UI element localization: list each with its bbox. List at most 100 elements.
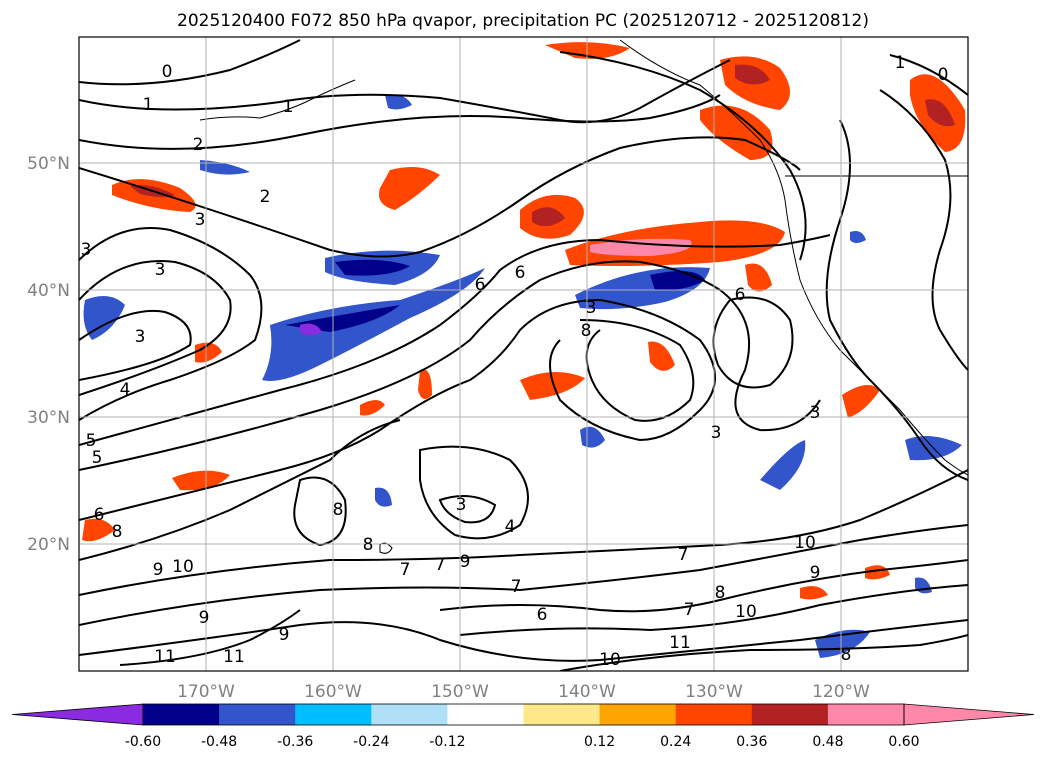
contour-line bbox=[439, 559, 968, 613]
contour-label: 1 bbox=[143, 95, 154, 115]
lat-axis: 50°N 40°N 30°N 20°N bbox=[27, 154, 70, 555]
precip-negative-area bbox=[385, 94, 412, 110]
contour-line bbox=[559, 634, 968, 671]
colorbar-cells bbox=[11, 703, 1035, 726]
precip-positive-area bbox=[925, 99, 955, 127]
contour-label: 3 bbox=[195, 210, 206, 230]
qvapor-contours bbox=[79, 39, 968, 671]
contour-line bbox=[79, 59, 731, 124]
precip-positive-area bbox=[520, 371, 585, 400]
precip-negative-area bbox=[335, 259, 410, 276]
lon-axis: 170°W 160°W 150°W 140°W 130°W 120°W bbox=[177, 682, 870, 702]
contour-line bbox=[79, 136, 801, 258]
contour-label: 4 bbox=[505, 517, 516, 537]
precip-positive-area bbox=[379, 166, 440, 210]
contour-label: 5 bbox=[86, 431, 97, 451]
contour-label: 7 bbox=[400, 560, 411, 580]
contour-label: 10 bbox=[735, 602, 757, 622]
contour-line bbox=[79, 309, 192, 381]
precip-negative-area bbox=[83, 296, 125, 340]
contour-label: 7 bbox=[511, 577, 522, 597]
contour-line bbox=[119, 609, 301, 666]
precip-positive-area bbox=[590, 238, 692, 256]
contour-label: 7 bbox=[684, 600, 695, 620]
contour-line bbox=[889, 54, 968, 96]
precip-negative-area bbox=[300, 323, 322, 335]
contour-label: 1 bbox=[283, 97, 294, 117]
colorbar-cell bbox=[295, 704, 372, 725]
lon-tick-label: 170°W bbox=[177, 682, 235, 702]
precip-negative-area bbox=[200, 160, 250, 175]
contour-label: 0 bbox=[162, 62, 173, 82]
contour-line bbox=[79, 469, 968, 596]
contour-label: 3 bbox=[155, 260, 166, 280]
lat-tick-label: 20°N bbox=[27, 535, 70, 555]
contour-line bbox=[459, 584, 968, 636]
colorbar-extend-high bbox=[903, 703, 1035, 726]
contour-label: 11 bbox=[154, 647, 176, 667]
precip-positive-area bbox=[82, 518, 115, 542]
precip-positive-area bbox=[745, 263, 772, 292]
precip-negative-area bbox=[760, 440, 806, 490]
contour-label: 9 bbox=[460, 552, 471, 572]
contour-label: 10 bbox=[172, 557, 194, 577]
precip-positive-area bbox=[735, 64, 770, 85]
contour-label: 9 bbox=[279, 625, 290, 645]
contour-line bbox=[879, 89, 968, 371]
precip-positive-area bbox=[532, 207, 565, 227]
colorbar-tick-label: -0.24 bbox=[353, 734, 389, 750]
precip-positive-area bbox=[418, 369, 432, 399]
precip-positive-area bbox=[360, 400, 385, 416]
lon-tick-label: 120°W bbox=[812, 682, 870, 702]
colorbar-outline bbox=[142, 703, 905, 726]
contour-line bbox=[559, 51, 807, 261]
gridlines bbox=[79, 37, 968, 671]
contour-label: 3 bbox=[81, 240, 92, 260]
contour-label: 10 bbox=[599, 650, 621, 670]
colorbar-tick-label: -0.12 bbox=[429, 734, 465, 750]
contour-label: 8 bbox=[112, 522, 123, 542]
contour-line bbox=[293, 476, 347, 547]
map-frame bbox=[78, 36, 969, 672]
contour-line bbox=[79, 39, 301, 86]
contour-line bbox=[419, 445, 529, 540]
contour-line bbox=[79, 227, 263, 421]
contour-line bbox=[79, 524, 968, 626]
contour-label: 8 bbox=[715, 583, 726, 603]
lat-tick-label: 50°N bbox=[27, 154, 70, 174]
colorbar-cell bbox=[675, 704, 753, 725]
colorbar-cell bbox=[371, 704, 448, 725]
contour-line bbox=[79, 419, 401, 561]
contour-label: 7 bbox=[678, 545, 689, 565]
contour-line bbox=[79, 234, 831, 446]
colorbar-tick-label: 0.12 bbox=[584, 734, 615, 750]
precip-positive-area bbox=[172, 470, 230, 491]
contour-label: 7 bbox=[435, 555, 446, 575]
contour-label: 3 bbox=[586, 298, 597, 318]
precip-positive-area bbox=[842, 385, 880, 418]
contour-label: 9 bbox=[153, 560, 164, 580]
contour-label: 2 bbox=[260, 187, 271, 207]
colorbar-tick-label: 0.48 bbox=[812, 734, 843, 750]
lon-tick-label: 140°W bbox=[558, 682, 616, 702]
contour-label: 4 bbox=[120, 380, 131, 400]
contour-label: 8 bbox=[363, 535, 374, 555]
precip-shading bbox=[82, 42, 966, 658]
contour-label: 9 bbox=[199, 608, 210, 628]
colorbar-ticks: -0.60 -0.48 -0.36 -0.24 -0.12 0.12 0.24 0.36 0.4… bbox=[125, 734, 920, 750]
colorbar-cell bbox=[751, 704, 829, 725]
precip-negative-area bbox=[375, 487, 392, 507]
lon-tick-label: 130°W bbox=[685, 682, 743, 702]
colorbar-tick-label: -0.36 bbox=[277, 734, 313, 750]
contour-line bbox=[79, 619, 968, 662]
contour-label: 11 bbox=[223, 647, 245, 667]
colorbar-cell bbox=[219, 704, 296, 725]
precip-positive-area bbox=[800, 586, 828, 600]
colorbar-tick-label: -0.60 bbox=[125, 734, 161, 750]
figure-title: 2025120400 F072 850 hPa qvapor, precipit… bbox=[177, 11, 869, 31]
contour-line bbox=[79, 260, 821, 471]
map-background bbox=[79, 37, 968, 671]
lon-tick-label: 150°W bbox=[431, 682, 489, 702]
contour-label: 6 bbox=[94, 505, 105, 525]
